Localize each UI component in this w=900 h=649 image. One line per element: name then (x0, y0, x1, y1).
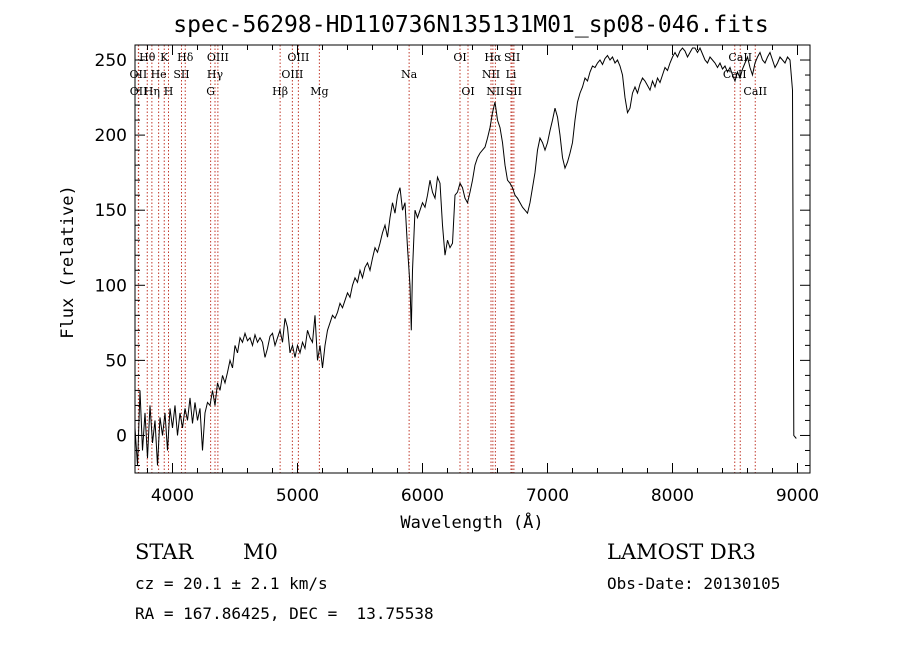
object-class: STAR (135, 540, 194, 564)
x-tick-label: 6000 (401, 486, 444, 506)
survey-name: LAMOST DR3 (607, 540, 756, 564)
line-label-25: NII (486, 85, 504, 98)
line-label-20: H (164, 85, 174, 98)
line-label-22: Hβ (272, 85, 288, 98)
line-label-7: SII (504, 51, 520, 64)
line-label-10: He (151, 68, 167, 81)
spectral-line-markers (137, 45, 756, 473)
x-tick-label: 5000 (276, 486, 319, 506)
line-label-9: OII (130, 68, 148, 81)
line-label-1: K (160, 51, 169, 64)
y-tick-label: 200 (95, 126, 127, 146)
x-tick-label: 8000 (651, 486, 694, 506)
y-tick-label: 250 (95, 51, 127, 71)
spectrum-chart: spec-56298-HD110736N135131M01_sp08-046.f… (58, 12, 819, 533)
x-axis-ticks: 4000 5000 6000 7000 8000 9000 (147, 45, 819, 506)
line-label-18: OII (130, 85, 148, 98)
line-label-6: Hα (484, 51, 502, 64)
line-label-27: CaII (743, 85, 767, 98)
y-axis-ticks: 0 50 100 150 200 250 (95, 44, 810, 466)
line-label-16: Li (506, 68, 517, 81)
observation-date: Obs-Date: 20130105 (607, 574, 781, 593)
line-label-3: OIII (207, 51, 229, 64)
line-label-4: OIII (287, 51, 309, 64)
line-label-13: OIII (281, 68, 303, 81)
chart-title: spec-56298-HD110736N135131M01_sp08-046.f… (173, 12, 768, 38)
line-label-12: Hγ (207, 68, 224, 81)
line-label-19: Hη (144, 85, 160, 98)
x-tick-label: 7000 (526, 486, 569, 506)
y-tick-label: 0 (116, 426, 127, 446)
y-tick-label: 100 (95, 276, 127, 296)
line-label-24: OI (461, 85, 474, 98)
coordinates: RA = 167.86425, DEC = 13.75538 (135, 604, 434, 623)
line-label-17: CaII (723, 68, 747, 81)
line-label-0: Hθ (139, 51, 156, 64)
object-subclass: M0 (243, 540, 278, 564)
y-tick-label: 50 (105, 351, 127, 371)
line-label-21: G (206, 85, 215, 98)
line-label-2: Hδ (177, 51, 194, 64)
y-tick-label: 150 (95, 201, 127, 221)
x-tick-label: 9000 (776, 486, 819, 506)
redshift-cz: cz = 20.1 ± 2.1 km/s (135, 574, 328, 593)
y-axis-label: Flux (relative) (58, 185, 78, 339)
x-axis-label: Wavelength (Å) (400, 511, 543, 533)
flux-series-line (134, 46, 797, 466)
line-label-8: CaII (728, 51, 752, 64)
line-label-11: SII (173, 68, 189, 81)
line-label-23: Mg (310, 85, 328, 98)
line-label-14: Na (401, 68, 418, 81)
line-label-15: NII (482, 68, 500, 81)
x-tick-label: 4000 (151, 486, 194, 506)
line-label-26: SII (506, 85, 522, 98)
line-label-5: OI (453, 51, 466, 64)
plot-frame (134, 44, 811, 474)
